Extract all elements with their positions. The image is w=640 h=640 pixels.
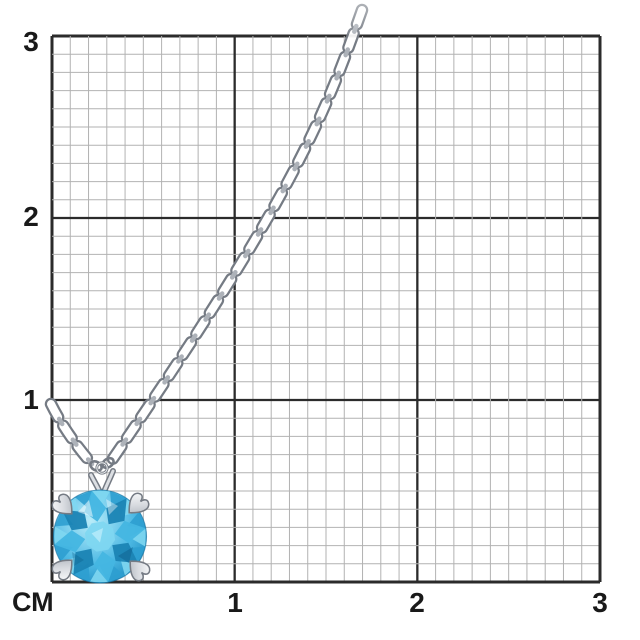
y-axis-label-2: 2 [23, 201, 39, 232]
pendant [51, 461, 151, 584]
y-axis-label-1: 1 [23, 384, 39, 415]
chain-end-link [101, 456, 115, 470]
pendant-prong [51, 493, 73, 515]
pendant-prong [128, 492, 150, 514]
pendant-prongs [51, 492, 151, 582]
measurement-grid [50, 34, 602, 584]
pendant-prong [129, 560, 151, 582]
stone-shadow-facet [72, 552, 84, 566]
chain-end-link [89, 460, 103, 472]
y-axis-label-3: 3 [23, 26, 39, 57]
necklace-chain [44, 3, 369, 472]
chain-strand-main [105, 3, 369, 467]
chain-strand-left [44, 397, 99, 471]
unit-label-cm: СМ [12, 587, 54, 617]
stone-shadow-facet [118, 547, 133, 563]
stone-sparkle [78, 500, 93, 517]
stone-sparkle [106, 499, 118, 515]
pendant-stone [52, 489, 148, 584]
x-axis-label-1: 1 [227, 587, 243, 618]
x-axis-label-2: 2 [409, 587, 425, 618]
x-axis-label-3: 3 [592, 587, 608, 618]
pendant-prong [51, 559, 73, 581]
